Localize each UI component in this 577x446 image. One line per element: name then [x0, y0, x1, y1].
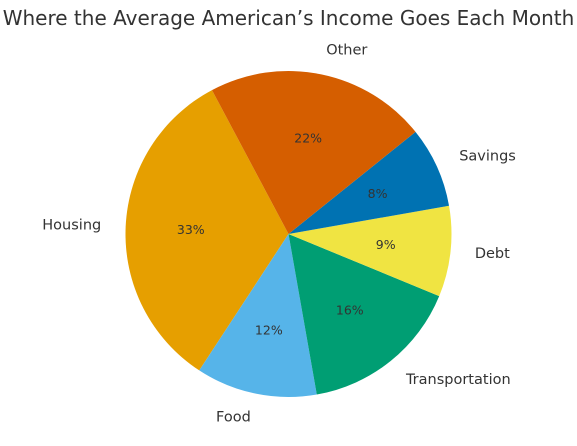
pie-slice-food: [199, 234, 317, 397]
pct-label-housing: 33%: [177, 222, 205, 237]
slice-label-savings: Savings: [459, 149, 516, 165]
slice-label-other: Other: [326, 42, 367, 58]
slice-label-housing: Housing: [42, 217, 101, 233]
slice-label-debt: Debt: [475, 246, 510, 262]
pie-labels: 33% Housing 12% Food 16% Transportation 9% Debt…: [42, 42, 516, 425]
pie-slice-other: [211, 71, 416, 234]
pct-label-other: 22%: [294, 131, 322, 146]
pct-label-food: 12%: [255, 322, 283, 337]
pie-slice-transportation: [288, 234, 440, 395]
pie-slice-housing: [125, 90, 289, 371]
pct-label-debt: 9%: [376, 237, 396, 252]
pct-label-savings: 8%: [368, 186, 388, 201]
slice-label-transportation: Transportation: [405, 372, 511, 388]
pie-slices: [125, 71, 452, 397]
slice-label-food: Food: [216, 410, 251, 426]
chart-title: Where the Average American’s Income Goes…: [2, 6, 575, 30]
pct-label-transportation: 16%: [336, 303, 364, 318]
pie-slice-debt: [288, 205, 452, 297]
pie-slice-savings: [288, 131, 450, 234]
